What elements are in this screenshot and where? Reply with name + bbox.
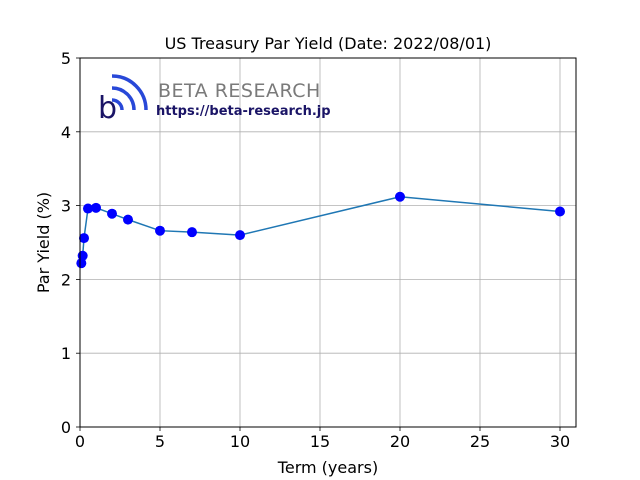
data-point bbox=[107, 208, 117, 219]
series bbox=[76, 191, 565, 269]
x-tick-label: 25 bbox=[470, 432, 490, 451]
data-point bbox=[83, 203, 93, 214]
x-tick-label: 10 bbox=[230, 432, 250, 451]
plot-frame bbox=[79, 57, 577, 428]
x-axis-label: Term (years) bbox=[277, 458, 378, 477]
logo-wave-icon bbox=[111, 86, 136, 111]
x-tick-label: 20 bbox=[390, 432, 410, 451]
logo-name: BETA RESEARCH bbox=[158, 80, 321, 102]
y-tick-label: 5 bbox=[61, 49, 71, 68]
data-point bbox=[79, 233, 89, 244]
y-tick-label: 1 bbox=[61, 344, 71, 363]
data-point bbox=[91, 202, 101, 213]
x-tick-label: 0 bbox=[75, 432, 85, 451]
x-tick-label: 15 bbox=[310, 432, 330, 451]
y-axis-label: Par Yield (%) bbox=[34, 192, 53, 293]
data-point bbox=[77, 250, 88, 261]
data-point bbox=[187, 227, 197, 238]
y-tick-label: 0 bbox=[61, 418, 71, 437]
beta-research-logo: b BETA RESEARCH https://beta-research.jp bbox=[98, 74, 331, 126]
logo-wave-icon bbox=[111, 74, 148, 111]
data-point bbox=[395, 191, 405, 202]
ticks: 0 5 10 15 20 25 30 0 1 2 3 4 5 bbox=[61, 49, 570, 451]
x-tick-label: 30 bbox=[550, 432, 570, 451]
data-point bbox=[555, 206, 565, 217]
data-point bbox=[76, 258, 87, 269]
y-tick-label: 2 bbox=[61, 270, 71, 289]
data-point bbox=[155, 225, 165, 236]
data-point bbox=[235, 230, 245, 241]
logo-letter: b bbox=[98, 91, 117, 126]
x-tick-label: 5 bbox=[155, 432, 165, 451]
y-tick-label: 3 bbox=[61, 197, 71, 216]
logo-wave-icon bbox=[111, 98, 124, 111]
data-point bbox=[123, 214, 133, 225]
chart-title: US Treasury Par Yield (Date: 2022/08/01) bbox=[165, 34, 492, 53]
logo-url: https://beta-research.jp bbox=[156, 104, 331, 119]
y-tick-label: 4 bbox=[61, 123, 71, 142]
